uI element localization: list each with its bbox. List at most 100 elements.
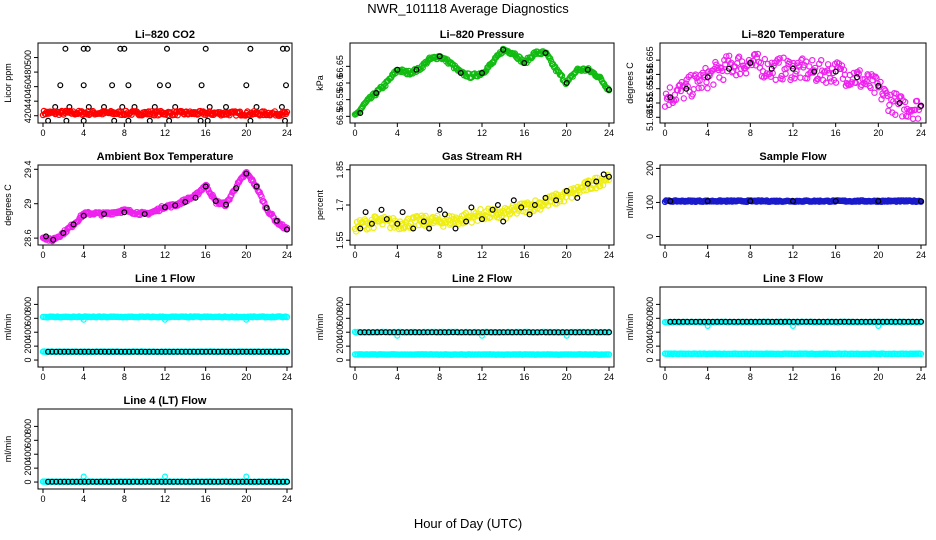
cycle-point (97, 348, 104, 355)
cycle-point (263, 478, 270, 485)
sample-point (848, 79, 856, 86)
cycle-point (113, 478, 120, 485)
cycle-point (433, 329, 440, 336)
line_open-point (162, 473, 169, 480)
sample-point (864, 71, 871, 78)
x-tick-label: 0 (352, 372, 357, 382)
cycle-point (80, 82, 87, 89)
cycle-point (111, 117, 118, 123)
cycle-point (593, 329, 600, 336)
y-tick-label: 1.7 (335, 199, 345, 212)
y-tick-label: 0 (335, 358, 345, 363)
sample-point (914, 115, 922, 122)
cycle-point (667, 198, 674, 205)
cycle-point (166, 478, 173, 485)
cycle-point (134, 348, 141, 355)
cycle-point (917, 318, 924, 325)
cycle-point (525, 329, 532, 336)
cycle-point (243, 170, 250, 177)
x-tick-label: 8 (122, 372, 127, 382)
cycle-point (500, 46, 507, 53)
cycle-point (49, 478, 56, 485)
cycle-point (853, 74, 860, 81)
cycle-point (489, 206, 496, 213)
sample-point (283, 108, 291, 116)
cycle-point (45, 117, 52, 123)
sample-point (852, 79, 860, 87)
cycle-point (69, 478, 76, 485)
x-tick-label: 12 (160, 494, 170, 504)
cycle-point (97, 478, 104, 485)
cycle-point (84, 45, 91, 52)
cycle-point (204, 117, 211, 123)
cycle-point (420, 218, 427, 225)
cycle-point (202, 183, 209, 190)
sample-point (738, 58, 746, 65)
x-tick-label: 20 (873, 372, 883, 382)
cycle-point (69, 348, 76, 355)
cycle-point (382, 329, 389, 336)
panel-3: Li–820 Temperature 0 4 8 12 16 20 24 51.64551.65… (625, 29, 927, 138)
y-tick-label: 200 (645, 339, 655, 354)
cycle-point (251, 478, 258, 485)
x-tick-label: 8 (748, 128, 753, 138)
cycle-point (442, 211, 449, 218)
cycle-point (510, 197, 517, 204)
points (39, 168, 291, 245)
cycle-point (170, 348, 177, 355)
y-tick-label: 51.665 (645, 46, 655, 74)
cycle-point (263, 205, 270, 212)
cycle-point (365, 329, 372, 336)
x-tick-label: 12 (788, 250, 798, 260)
panel-title: Li–820 Temperature (741, 29, 844, 41)
cycle-point (725, 65, 732, 72)
cycle-point (479, 216, 486, 223)
points (39, 313, 291, 356)
cycle-point (121, 45, 128, 52)
sample-point (837, 65, 845, 73)
cycle-point (81, 478, 88, 485)
y-axis-label: percent (315, 189, 325, 220)
cycle-point (202, 45, 209, 52)
cycle-point (215, 348, 222, 355)
x-tick-label: 4 (81, 372, 86, 382)
cycle-point (162, 478, 169, 485)
cycle-point (207, 478, 214, 485)
cycle-point (57, 478, 64, 485)
cycle-point (162, 348, 169, 355)
cycle-point (170, 478, 177, 485)
y-tick-label: 400 (23, 447, 33, 462)
cycle-point (452, 225, 459, 232)
cycle-point (747, 198, 754, 205)
x-axis-title: Hour of Day (UTC) (413, 516, 523, 531)
cycle-point (192, 194, 199, 201)
y-tick-label: 0 (645, 234, 655, 239)
x-tick-label: 16 (201, 128, 211, 138)
cycle-point (197, 117, 204, 123)
cycle-point (413, 66, 420, 73)
sample-point (666, 84, 674, 91)
x-tick-label: 16 (831, 250, 841, 260)
cycle-point (275, 348, 282, 355)
sample-point (720, 76, 727, 84)
cycle-point (61, 478, 68, 485)
cycle-point (704, 198, 711, 205)
cycle-point (164, 45, 171, 52)
x-tick-label: 0 (352, 250, 357, 260)
y-tick-label: 600 (23, 311, 33, 326)
cycle-point (109, 82, 116, 89)
sample-point (605, 176, 613, 184)
line_open-point (162, 316, 169, 323)
cycle-point (362, 209, 369, 216)
cycle-point (383, 216, 390, 223)
cycle-point (584, 180, 591, 187)
cycle-point (747, 59, 754, 66)
cycle-point (267, 348, 274, 355)
cycle-point (158, 478, 165, 485)
sample-point (806, 63, 813, 70)
cycle-point (357, 225, 364, 232)
cycle-point (284, 226, 291, 233)
line_closed-point (917, 350, 925, 358)
cycle-point (284, 478, 291, 485)
points (661, 318, 925, 358)
